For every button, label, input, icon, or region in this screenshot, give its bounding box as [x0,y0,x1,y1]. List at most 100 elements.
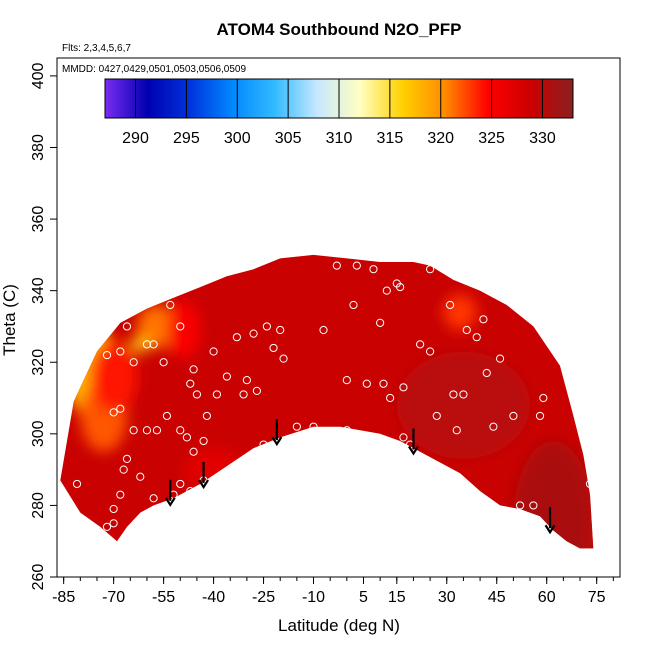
colorbar-tick-label: 300 [224,130,251,147]
flight-arrow [544,507,556,535]
flight-arrow [164,479,176,507]
sample-point [352,261,361,270]
sample-point [212,390,222,399]
sample-point [495,354,505,363]
sample-point [102,522,112,531]
sample-point [416,340,425,349]
y-tick-label: 300 [30,420,47,447]
sample-point [182,433,192,442]
sample-point [189,365,198,374]
sample-point [176,426,185,435]
colorbar-tick-label: 290 [122,130,149,147]
sample-point [176,322,185,331]
sample-point [539,393,548,403]
flight-arrow [271,419,283,447]
sample-point [492,504,501,514]
sample-point [515,501,525,510]
sample-point [482,368,491,378]
colorbar-tick-label: 330 [529,130,556,147]
sample-point [342,426,351,435]
sample-point [399,383,408,392]
heatmap-patch [513,440,594,549]
sample-point [222,372,231,381]
y-tick-label: 360 [30,206,47,233]
flights-note: Flts: 2,3,4,5,6,7 [62,43,131,54]
sample-point [109,408,118,417]
heatmap-field [60,254,594,549]
y-tick-label: 400 [30,62,47,89]
sample-point [585,479,595,489]
sample-point [276,325,285,335]
sample-point [509,411,518,421]
sample-point [162,411,172,421]
sample-point [349,300,358,310]
sample-point [529,501,538,510]
sample-point [232,469,241,478]
sample-point [462,325,471,335]
sample-point [459,390,468,399]
sample-point [292,422,301,431]
sample-point [489,422,498,431]
colorbar-tick-label: 310 [326,130,353,147]
sample-point [142,426,152,435]
sample-point [426,265,435,274]
heatmap-patch [90,340,137,413]
sample-point [176,479,185,489]
sample-point [379,379,388,388]
sample-point [102,350,112,360]
y-tick-label: 320 [30,349,47,376]
sample-point [332,261,341,270]
sample-point [209,347,218,356]
sample-point [149,494,158,503]
sample-point [242,376,251,385]
colorbar-tick-label: 320 [427,130,454,147]
sample-point [472,333,481,342]
sample-point [116,347,125,356]
flight-arrow [198,462,210,490]
sample-point [199,436,208,446]
sample-point [116,404,125,413]
x-tick-label: 15 [388,589,406,606]
heatmap-patch [183,448,244,492]
flight-arrow [408,428,419,456]
sample-point [479,315,488,324]
sample-point [396,282,405,292]
sample-point [542,329,551,338]
sample-point [149,340,158,349]
x-tick-label: 45 [488,589,506,606]
sample-point [252,386,261,395]
y-tick-label: 380 [30,134,47,161]
sample-point [262,322,271,331]
sample-point [309,422,318,431]
colorbar-ticks: 290 295 300 305 310 315 320 325 330 [122,79,556,147]
sample-point [382,286,391,295]
sample-point [256,454,265,463]
sample-point [186,379,195,388]
sample-point [249,329,258,338]
sample-point [535,411,545,421]
sample-point [279,354,288,363]
x-tick-label: 30 [438,589,456,606]
sample-point [449,390,458,399]
x-tick-label: 75 [588,589,606,606]
sample-points [72,261,595,531]
sample-point [186,486,195,496]
y-tick-label: 280 [30,492,47,519]
heatmap-patch [166,301,201,359]
sample-point [109,504,118,514]
colorbar-tick-label: 325 [478,130,505,147]
y-tick-label: 260 [30,564,47,591]
sample-point [452,426,461,435]
sample-point [432,411,441,421]
sample-point [129,358,138,367]
sample-point [129,426,138,435]
flight-arrows [164,419,556,535]
sample-point [109,519,118,528]
x-tick-label: -70 [102,589,125,606]
sample-point [116,490,125,499]
sample-point [362,379,371,388]
y-axis-label: Theta (C) [0,284,19,356]
sample-point [376,318,385,327]
sample-point [239,390,248,399]
sample-point [446,300,455,310]
